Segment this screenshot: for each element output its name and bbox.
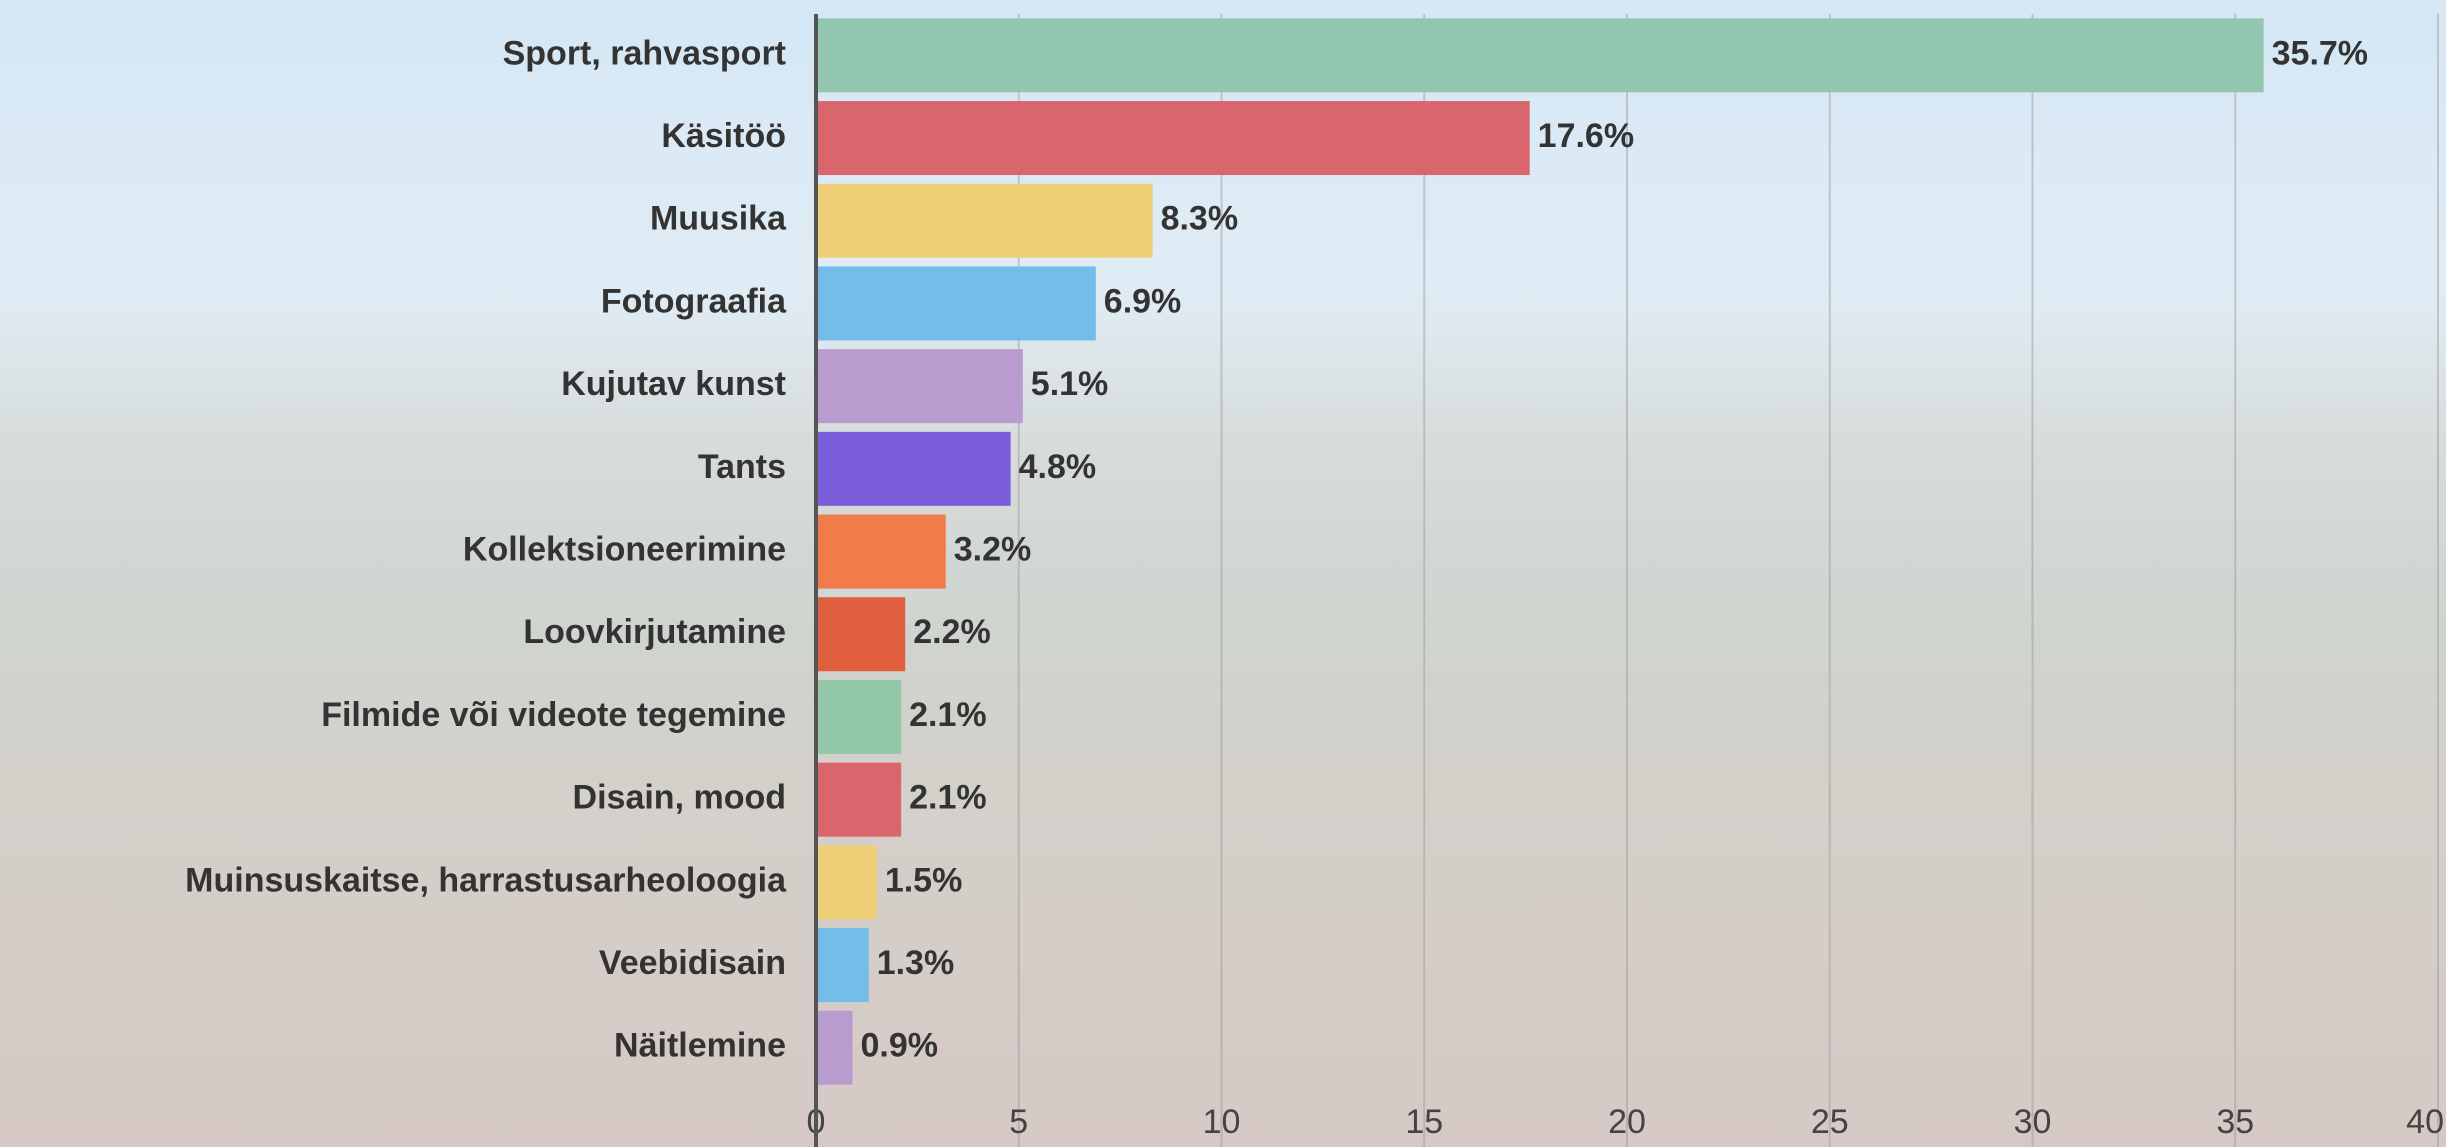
value-label: 6.9% <box>1104 282 1182 320</box>
bar <box>816 679 902 754</box>
value-label: 4.8% <box>1019 448 1097 486</box>
x-tick-label: 10 <box>1203 1103 1241 1141</box>
x-tick-label: 30 <box>2014 1103 2052 1141</box>
bar <box>816 762 902 837</box>
y-tick-label: Näitlemine <box>614 1027 786 1065</box>
value-label: 0.9% <box>860 1027 938 1065</box>
y-tick-label: Filmide või videote tegemine <box>321 696 786 734</box>
x-tick-label: 20 <box>1608 1103 1646 1141</box>
y-tick-label: Disain, mood <box>573 779 786 817</box>
value-label: 2.2% <box>913 613 991 651</box>
bar <box>816 928 869 1003</box>
value-label: 5.1% <box>1031 365 1109 403</box>
y-tick-label: Käsitöö <box>661 117 786 155</box>
bar <box>816 18 2264 93</box>
bar <box>816 597 906 672</box>
bar <box>816 1010 853 1085</box>
y-tick-label: Tants <box>698 448 786 486</box>
x-tick-label: 5 <box>1009 1103 1028 1141</box>
value-label: 17.6% <box>1538 117 1634 155</box>
value-label: 3.2% <box>954 531 1032 569</box>
value-label: 2.1% <box>909 779 987 817</box>
x-tick-label: 25 <box>1811 1103 1849 1141</box>
value-label: 1.3% <box>877 944 955 982</box>
x-tick-label: 15 <box>1405 1103 1443 1141</box>
bar <box>816 101 1530 176</box>
x-tick-label: 40 <box>2406 1103 2444 1141</box>
value-label: 2.1% <box>909 696 987 734</box>
bar <box>816 845 877 920</box>
y-tick-label: Sport, rahvasport <box>503 34 786 72</box>
bar <box>816 183 1153 258</box>
bar <box>816 514 946 589</box>
bar <box>816 266 1096 341</box>
value-label: 1.5% <box>885 861 963 899</box>
x-tick-label: 35 <box>2216 1103 2254 1141</box>
y-tick-label: Kujutav kunst <box>561 365 786 403</box>
y-tick-label: Muinsuskaitse, harrastusarheoloogia <box>185 861 787 899</box>
bar <box>816 349 1023 424</box>
y-tick-label: Loovkirjutamine <box>523 613 786 651</box>
value-label: 8.3% <box>1161 200 1239 238</box>
bar <box>816 431 1011 506</box>
value-label: 35.7% <box>2272 34 2368 72</box>
y-tick-label: Fotograafia <box>601 282 787 320</box>
y-tick-label: Kollektsioneerimine <box>463 531 786 569</box>
y-tick-label: Veebidisain <box>599 944 786 982</box>
y-tick-label: Muusika <box>650 200 787 238</box>
